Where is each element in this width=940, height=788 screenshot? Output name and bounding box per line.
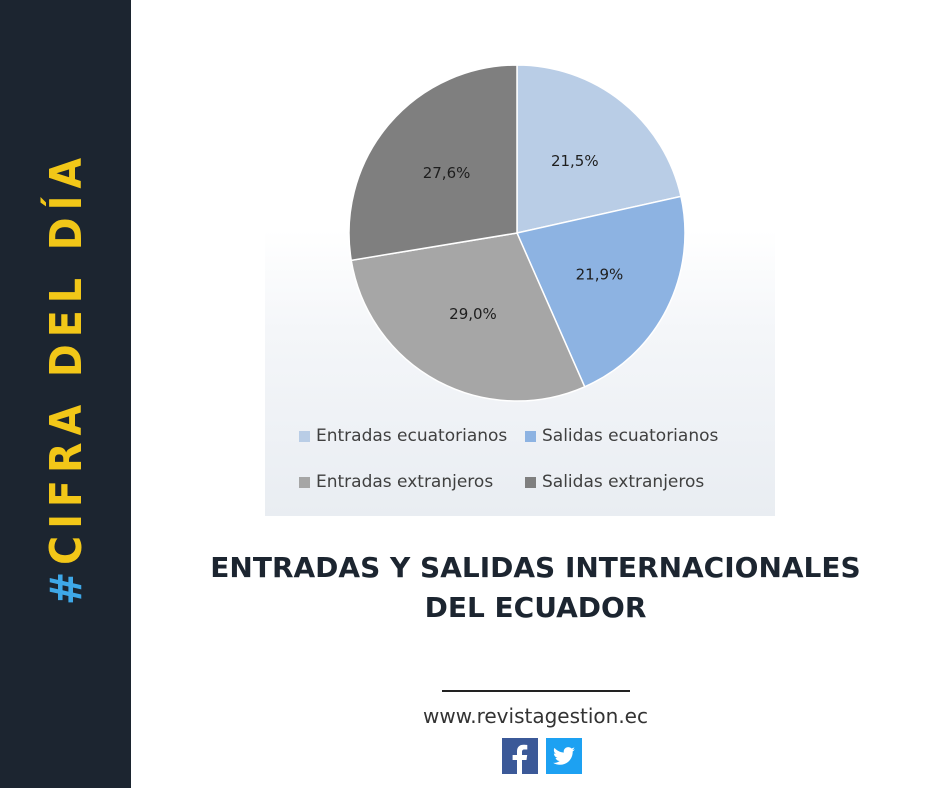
legend-swatch (299, 430, 310, 442)
legend-swatch (299, 476, 310, 488)
headline-line-2: DEL ECUADOR (424, 591, 647, 624)
legend-item: Salidas extranjeros (525, 472, 704, 492)
social-links (502, 738, 582, 774)
legend-swatch (525, 476, 536, 488)
sidebar-title: #CIFRA DEL DÍA (41, 151, 92, 605)
sidebar-title-text: CIFRA DEL DÍA (41, 150, 92, 565)
slice-label: 21,9% (576, 266, 624, 284)
pie-chart: 21,5% 21,9% 29,0% 27,6% (348, 64, 686, 402)
headline: ENTRADAS Y SALIDAS INTERNACIONALES DEL E… (131, 548, 940, 628)
slice-label: 29,0% (449, 305, 497, 323)
legend-label: Entradas extranjeros (316, 472, 494, 492)
legend-label: Entradas ecuatorianos (316, 426, 508, 446)
pie-slice (348, 64, 518, 262)
headline-line-1: ENTRADAS Y SALIDAS INTERNACIONALES (210, 551, 861, 584)
legend-item: Salidas ecuatorianos (525, 426, 718, 446)
legend-swatch (525, 430, 536, 442)
legend-item: Entradas ecuatorianos (299, 426, 507, 446)
twitter-icon[interactable] (546, 738, 582, 774)
website-link[interactable]: www.revistagestion.ec (423, 704, 648, 728)
legend-item: Entradas extranjeros (299, 472, 493, 492)
slice-label: 21,5% (551, 152, 599, 170)
pie-slice (515, 195, 686, 388)
facebook-icon[interactable] (502, 738, 538, 774)
sidebar: #CIFRA DEL DÍA (0, 0, 131, 788)
divider (442, 690, 630, 692)
hashtag-icon: # (41, 564, 92, 606)
chart-panel: 21,5% 21,9% 29,0% 27,6% Entradas ecuatorian… (265, 54, 775, 516)
legend-label: Salidas ecuatorianos (542, 426, 719, 446)
pie-slice (516, 64, 682, 234)
pie-slice (350, 232, 586, 402)
legend-label: Salidas extranjeros (542, 472, 705, 492)
slice-label: 27,6% (423, 164, 471, 182)
